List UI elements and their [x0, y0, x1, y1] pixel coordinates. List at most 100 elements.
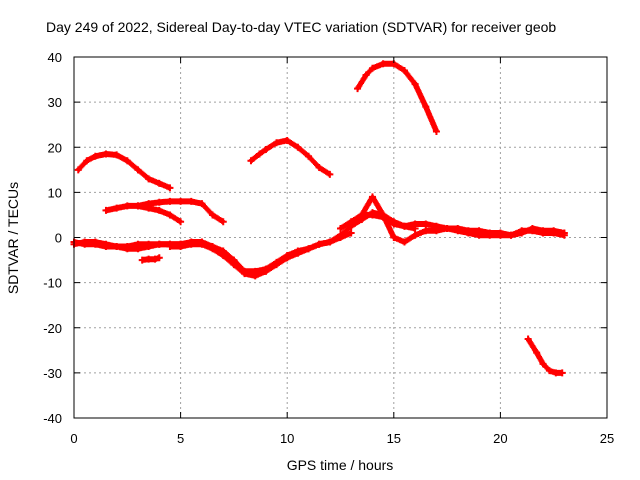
series-arc-11 — [354, 60, 440, 135]
data-point — [177, 218, 185, 226]
data-point — [305, 245, 313, 253]
data-point — [219, 218, 227, 226]
data-point — [166, 184, 174, 192]
data-point — [273, 139, 281, 147]
series-arc-1 — [74, 150, 174, 192]
data-point — [166, 211, 174, 219]
chart-title: Day 249 of 2022, Sidereal Day-to-day VTE… — [46, 19, 556, 35]
series-markers — [248, 137, 333, 178]
data-point — [368, 211, 376, 219]
data-point — [166, 197, 174, 205]
data-point — [454, 227, 462, 235]
data-point — [354, 85, 362, 93]
data-point — [368, 193, 376, 201]
series-markers — [354, 60, 440, 135]
data-point — [558, 369, 566, 377]
data-point — [528, 224, 536, 232]
data-point — [305, 152, 313, 160]
data-points — [70, 60, 568, 377]
data-point — [486, 231, 494, 239]
series-markers — [75, 151, 173, 191]
data-point — [166, 243, 174, 251]
data-point — [151, 255, 159, 263]
x-tick-label: 5 — [177, 431, 184, 446]
data-point — [400, 238, 408, 246]
data-point — [198, 200, 206, 208]
data-point — [102, 206, 110, 214]
series-arc-10 — [247, 136, 334, 178]
data-point — [379, 211, 387, 219]
data-point — [177, 197, 185, 205]
y-tick-label: 30 — [48, 95, 62, 110]
series-arc-3 — [134, 197, 227, 226]
x-tick-label: 20 — [493, 431, 507, 446]
data-point — [145, 240, 153, 248]
series-arc-12 — [524, 335, 566, 377]
data-point — [315, 240, 323, 248]
data-point — [552, 369, 560, 377]
data-point — [507, 231, 515, 239]
data-point — [134, 240, 142, 248]
data-point — [496, 231, 504, 239]
data-point — [326, 238, 334, 246]
data-point — [422, 103, 430, 111]
data-point — [134, 166, 142, 174]
data-point — [283, 136, 291, 144]
data-point — [198, 240, 206, 248]
data-point — [411, 231, 419, 239]
data-point — [368, 64, 376, 72]
data-point — [209, 211, 217, 219]
data-point — [337, 224, 344, 232]
y-tick-label: 40 — [48, 50, 62, 65]
data-point — [283, 254, 291, 262]
data-point — [138, 256, 146, 264]
x-tick-label: 25 — [600, 431, 614, 446]
data-point — [241, 270, 249, 278]
data-point — [411, 80, 419, 88]
data-point — [262, 146, 270, 154]
data-point — [91, 152, 99, 160]
data-point — [155, 206, 163, 214]
data-point — [155, 240, 163, 248]
data-point — [113, 243, 121, 251]
x-axis-label: GPS time / hours — [287, 457, 394, 473]
data-point — [209, 245, 217, 253]
data-point — [262, 267, 270, 275]
x-tick-label: 0 — [70, 431, 77, 446]
y-axis-label: SDTVAR / TECUs — [5, 182, 21, 294]
series-arc-9 — [351, 193, 568, 246]
data-point — [464, 229, 472, 237]
y-tick-label: 10 — [48, 185, 62, 200]
y-tick-label: -40 — [43, 411, 62, 426]
data-point — [81, 238, 89, 246]
data-point — [443, 224, 451, 232]
data-point — [145, 175, 153, 183]
data-point — [155, 198, 163, 206]
data-point — [475, 231, 483, 239]
data-point — [187, 197, 195, 205]
y-tick-label: -20 — [43, 321, 62, 336]
data-point — [247, 157, 255, 165]
data-point — [539, 360, 547, 368]
data-point — [390, 234, 398, 241]
series-arc-7 — [166, 209, 419, 280]
data-point — [315, 164, 323, 172]
data-point — [390, 220, 398, 228]
data-point — [219, 252, 227, 260]
data-point — [102, 150, 110, 158]
data-point — [91, 238, 99, 246]
data-point — [379, 60, 387, 68]
data-point — [145, 255, 153, 263]
data-point — [134, 202, 142, 210]
data-point — [518, 229, 526, 237]
data-point — [187, 240, 195, 248]
data-point — [273, 261, 281, 269]
data-point — [123, 202, 131, 210]
data-point — [351, 218, 359, 226]
y-tick-label: -30 — [43, 366, 62, 381]
data-point — [155, 254, 163, 262]
data-point — [411, 220, 419, 228]
data-point — [102, 240, 110, 248]
data-point — [545, 367, 553, 375]
